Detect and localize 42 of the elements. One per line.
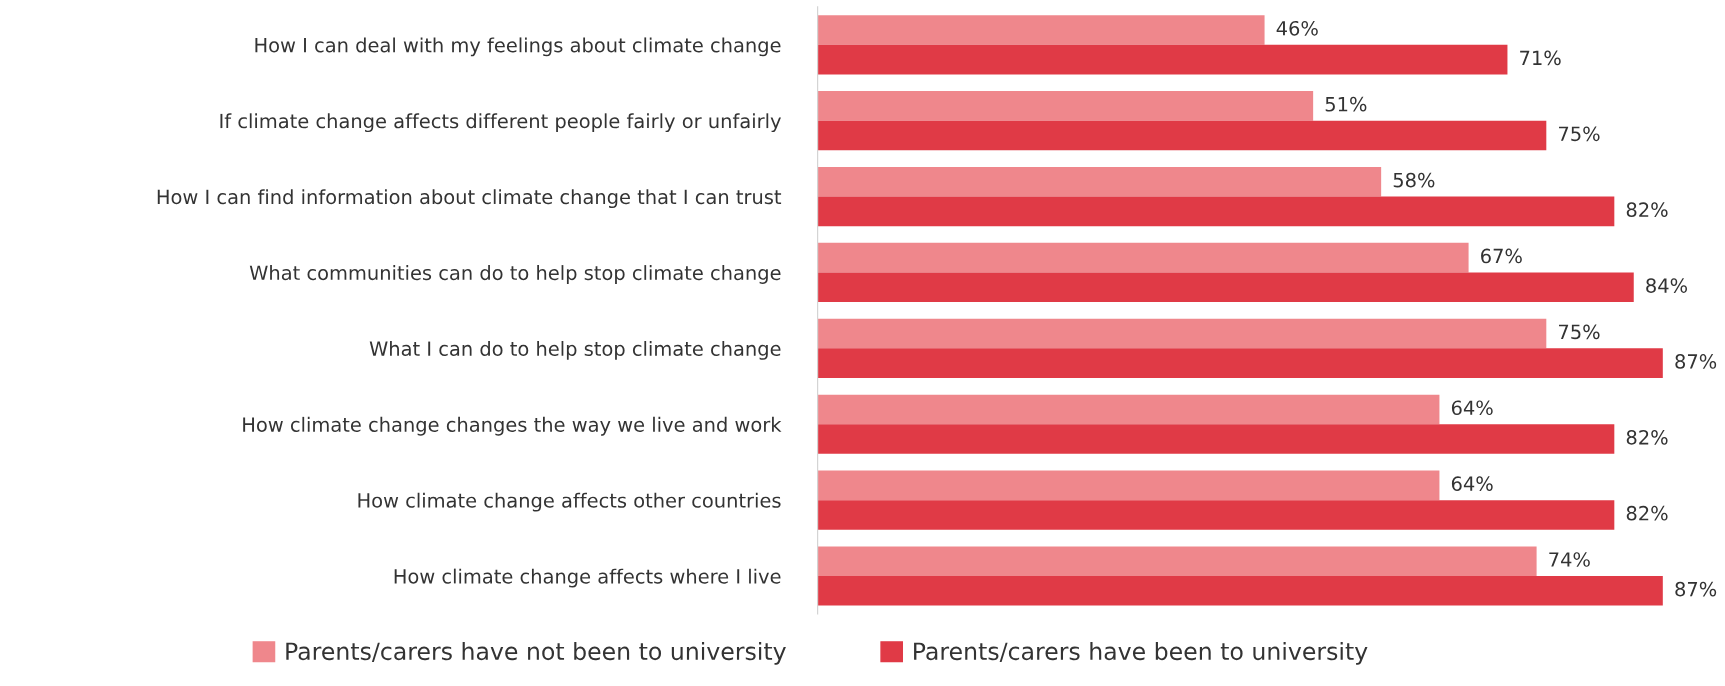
bar [817, 44, 1508, 75]
y-tick-label: How climate change affects where I live [394, 568, 781, 588]
y-tick-label: How climate change changes the way we live and work [243, 416, 782, 436]
bar [817, 348, 1663, 378]
legend-label: Parents/carers have been to university [914, 641, 1368, 665]
data-label: 74% [1549, 552, 1590, 567]
bar [817, 15, 1265, 45]
bar [817, 272, 1634, 303]
data-label: 71% [1520, 50, 1561, 66]
bar [817, 196, 1615, 227]
data-label: 87% [1675, 354, 1717, 369]
bar [817, 166, 1382, 197]
data-label: 46% [1276, 20, 1318, 36]
bar [817, 120, 1547, 151]
bar [817, 500, 1615, 530]
y-tick-label: How I can find information about climate change that I can trust [157, 189, 782, 209]
bar [817, 91, 1314, 121]
data-label: 75% [1559, 126, 1600, 142]
data-label: 51% [1325, 96, 1367, 112]
y-tick-label: If climate change affects different people fairly or unfairly [220, 113, 781, 133]
data-label: 64% [1451, 400, 1493, 416]
bar [817, 576, 1663, 606]
bar [817, 424, 1615, 454]
y-tick-label: What communities can do to help stop climate change [249, 265, 781, 284]
bar [817, 242, 1469, 273]
data-label: 58% [1393, 172, 1435, 188]
data-label: 82% [1626, 202, 1668, 218]
y-tick-label: How I can deal with my feelings about climate change [255, 37, 781, 57]
bar [817, 470, 1440, 501]
data-label: 82% [1626, 429, 1668, 445]
legend-label: Parents/carers have not been to university [286, 641, 786, 665]
data-label: 87% [1675, 581, 1717, 597]
data-label: 67% [1481, 248, 1522, 264]
bar [817, 546, 1537, 577]
data-label: 64% [1451, 476, 1493, 491]
bar [817, 318, 1547, 349]
y-tick-label: How climate change affects other countries [358, 492, 781, 512]
data-label: 84% [1646, 278, 1688, 293]
data-label: 75% [1559, 324, 1600, 340]
y-tick-label: What I can do to help stop climate change [369, 340, 781, 360]
bar [817, 394, 1440, 425]
data-label: 82% [1626, 505, 1668, 521]
